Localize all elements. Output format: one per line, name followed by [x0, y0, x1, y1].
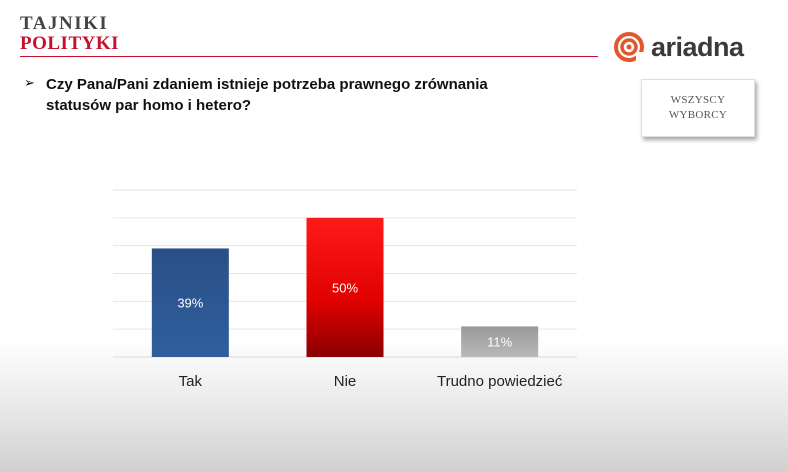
question-text: Czy Pana/Pani zdaniem istnieje potrzeba … [46, 76, 488, 114]
data-label-2: 11% [487, 335, 512, 350]
logo-line-1: TAJNIKI [20, 13, 109, 34]
category-label-0: Tak [179, 373, 203, 390]
category-label-2: Trudno powiedzieć [437, 373, 563, 390]
arrow-bullet-icon: ➢ [24, 75, 35, 90]
logo-line-2: POLITYKI [20, 33, 120, 54]
data-label-1: 50% [332, 280, 358, 295]
ariadna-logo: ariadna [612, 30, 744, 64]
survey-question: ➢ Czy Pana/Pani zdaniem istnieje potrzeb… [24, 74, 584, 116]
bar-0 [151, 248, 229, 357]
ariadna-spiral-icon [614, 32, 645, 62]
data-label-0: 39% [177, 296, 203, 311]
category-label-1: Nie [334, 373, 357, 390]
tajniki-polityki-logo: TAJNIKI POLITYKI [20, 14, 119, 53]
header-divider [20, 56, 598, 57]
brand-name: ariadna [651, 31, 744, 62]
bar-2 [461, 326, 539, 357]
audience-badge: WSZYSCY WYBORCY [641, 79, 755, 137]
bar-1 [306, 217, 384, 357]
audience-badge-text: WSZYSCY WYBORCY [668, 94, 728, 121]
